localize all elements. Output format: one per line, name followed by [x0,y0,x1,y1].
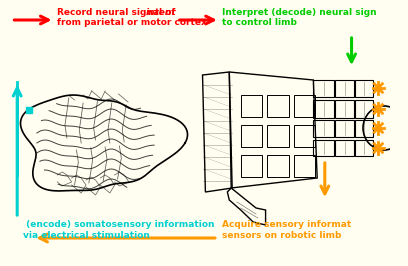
Bar [294,125,315,147]
Bar [268,155,288,177]
Text: (encode) somatosensory information: (encode) somatosensory information [23,220,215,229]
Text: via electrical stimulation: via electrical stimulation [23,231,150,240]
Bar [241,125,262,147]
Bar [268,95,288,117]
Bar [241,95,262,117]
Bar [294,155,315,177]
Text: Interpret (decode) neural sign: Interpret (decode) neural sign [222,8,376,17]
Bar [268,125,288,147]
Text: sensors on robotic limb: sensors on robotic limb [222,231,341,240]
Bar [241,155,262,177]
Text: Acquire sensory informat: Acquire sensory informat [222,220,351,229]
Text: Record neural signal of: Record neural signal of [57,8,179,17]
Text: intent: intent [146,8,177,17]
Bar [294,95,315,117]
Text: from parietal or motor cortex: from parietal or motor cortex [57,18,207,27]
Text: to control limb: to control limb [222,18,297,27]
